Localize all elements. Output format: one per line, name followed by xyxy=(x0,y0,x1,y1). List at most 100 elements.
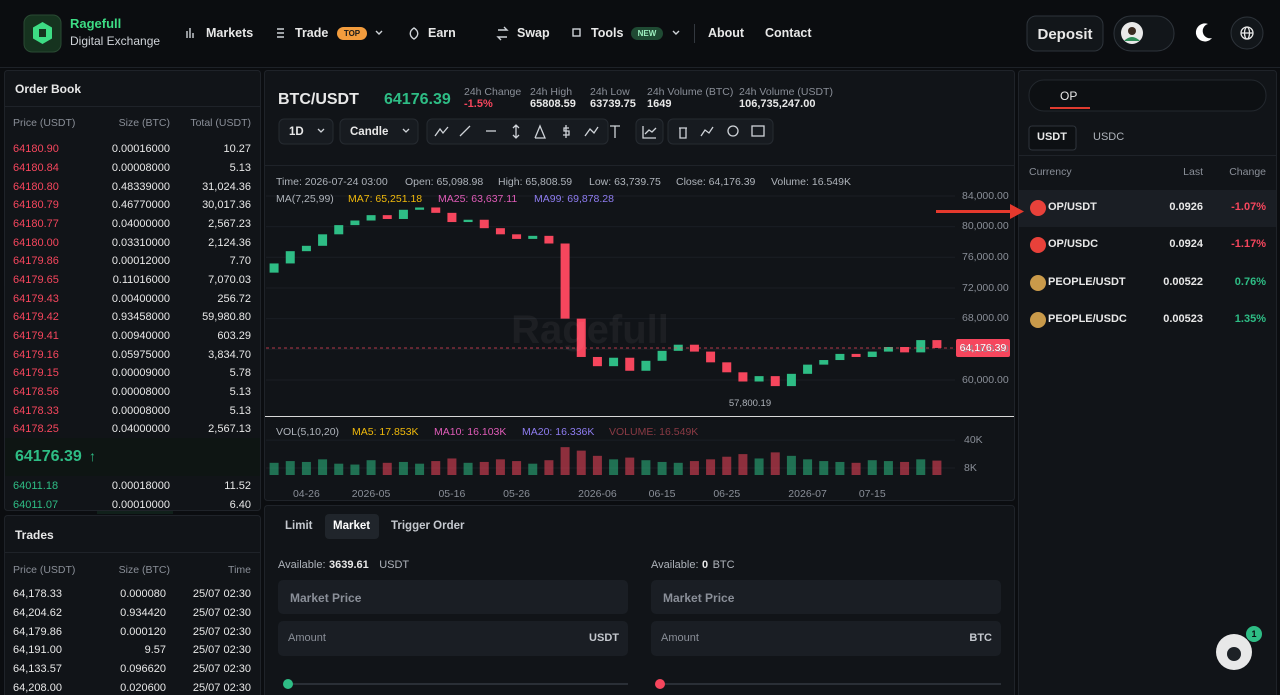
candle-body xyxy=(431,207,441,213)
candle-body xyxy=(916,340,926,353)
interval[interactable]: 1D xyxy=(289,125,304,138)
y-tick-label: 64,000.00 xyxy=(962,342,1009,355)
candle-body xyxy=(803,364,813,374)
last-price-tag-label: 64,176.39 xyxy=(959,341,1007,354)
sell-slider-knob[interactable] xyxy=(655,679,665,689)
x-tick-label: 2026-07 xyxy=(788,487,827,500)
indicator-tool[interactable] xyxy=(635,118,664,145)
candle-body xyxy=(366,215,376,221)
quote-tab[interactable]: USDC xyxy=(1093,131,1125,144)
candle-body xyxy=(883,347,893,352)
amount-input[interactable]: Amount xyxy=(661,632,699,645)
ohlc-info: Open: 65,098.98 xyxy=(405,175,484,188)
volume-bar xyxy=(431,461,441,475)
stat-value: -1.5% xyxy=(464,98,493,111)
last-price-bg xyxy=(5,438,260,476)
candle-body xyxy=(851,353,861,357)
stat-value: 65808.59 xyxy=(530,98,576,111)
stat-label: 24h High xyxy=(530,85,573,98)
trade-cell: 9.57 xyxy=(144,644,166,657)
avatar-head xyxy=(1128,27,1136,35)
search-text[interactable]: OP xyxy=(1060,88,1078,103)
deposit-button[interactable] xyxy=(1026,15,1104,52)
volume-bar xyxy=(447,458,457,475)
globe-icon xyxy=(1240,26,1254,40)
ma-legend: MA99: 69,878.28 xyxy=(534,192,614,205)
volume-bar xyxy=(318,459,328,475)
stat-value: 63739.75 xyxy=(590,98,636,111)
theme-toggle[interactable] xyxy=(1195,23,1212,42)
ask-size-bg xyxy=(97,422,173,439)
chart-actions[interactable] xyxy=(667,118,774,145)
column-header: Size (BTC) xyxy=(118,563,170,576)
market-pair[interactable]: PEOPLE/USDC xyxy=(1048,313,1127,326)
nav-link[interactable]: About xyxy=(708,26,745,41)
stat-label: 24h Low xyxy=(590,85,630,98)
nav-link[interactable]: Swap xyxy=(517,26,550,41)
quote-tab[interactable]: USDT xyxy=(1037,131,1067,144)
column-header: Change xyxy=(1229,165,1266,178)
market-price-input[interactable]: Market Price xyxy=(290,590,362,605)
volume-legend: MA10: 16.103K xyxy=(434,425,507,438)
deposit-label[interactable]: Deposit xyxy=(1037,25,1093,43)
drawing-tools[interactable] xyxy=(426,118,609,145)
available-value: 0 xyxy=(702,559,709,572)
active-tab[interactable] xyxy=(325,514,379,539)
order-tab[interactable]: Limit xyxy=(285,519,313,532)
trade-cell: 64,204.62 xyxy=(13,607,62,619)
volume-bar xyxy=(334,463,344,475)
market-pair[interactable]: OP/USDT xyxy=(1048,201,1097,214)
chart-style[interactable]: Candle xyxy=(350,125,389,138)
volume-bar xyxy=(722,456,732,475)
trade-cell: 25/07 02:30 xyxy=(192,663,251,676)
ma-legend: MA25: 63,637.11 xyxy=(438,192,518,205)
volume-bar xyxy=(576,450,586,475)
volume-bar xyxy=(544,460,554,475)
inputs[interactable] xyxy=(278,580,1001,656)
support-icon xyxy=(1227,647,1241,661)
ask-size-bg xyxy=(97,291,173,308)
trade-cell: 0.096620 xyxy=(120,663,166,676)
logo[interactable] xyxy=(23,14,62,53)
market-pair[interactable]: OP/USDC xyxy=(1048,238,1099,251)
account-button[interactable] xyxy=(1113,15,1175,52)
nav-link[interactable]: Earn xyxy=(428,26,456,41)
avatar xyxy=(1121,22,1143,44)
nav-link[interactable]: Contact xyxy=(765,26,812,41)
language-button[interactable] xyxy=(1230,16,1264,50)
stat-label: 24h Change xyxy=(464,85,522,98)
style-select[interactable] xyxy=(339,118,419,145)
x-tick-label: 2026-05 xyxy=(351,487,391,500)
interval-select[interactable] xyxy=(278,118,334,145)
nav-icons xyxy=(186,26,1163,41)
candle-body xyxy=(398,209,408,219)
candle-body xyxy=(819,360,829,365)
candle-body xyxy=(738,372,748,382)
candle-body xyxy=(932,340,942,348)
volume-bar xyxy=(495,459,505,475)
trade-cell: 64,178.33 xyxy=(13,588,62,601)
column-header: Price (USDT) xyxy=(13,563,76,576)
selected-row-bg xyxy=(1019,190,1276,227)
market-price-input[interactable]: Market Price xyxy=(663,590,735,605)
active-quote-tab[interactable] xyxy=(1028,125,1077,151)
order-tab[interactable]: Trigger Order xyxy=(391,519,465,532)
search-box[interactable] xyxy=(1028,79,1267,112)
trade-cell: 0.000120 xyxy=(120,625,166,638)
ask-size-bg xyxy=(97,198,173,214)
support-chat[interactable] xyxy=(1216,634,1252,670)
volume-bar xyxy=(803,459,813,475)
candle-body xyxy=(592,356,602,367)
order-tab[interactable]: Market xyxy=(333,519,371,532)
candle-body xyxy=(350,220,360,226)
amount-input[interactable]: Amount xyxy=(288,632,326,645)
trade-cell: 64,179.86 xyxy=(13,625,62,638)
watermark: Ragefull xyxy=(511,308,669,352)
column-header: Size (BTC) xyxy=(118,116,170,129)
volume-bar xyxy=(706,459,716,475)
candle-body xyxy=(560,243,570,319)
column-header: Currency xyxy=(1029,165,1072,178)
market-pair[interactable]: PEOPLE/USDT xyxy=(1048,276,1126,289)
buy-slider-knob[interactable] xyxy=(283,679,293,689)
stat-value: 1649 xyxy=(647,98,672,111)
